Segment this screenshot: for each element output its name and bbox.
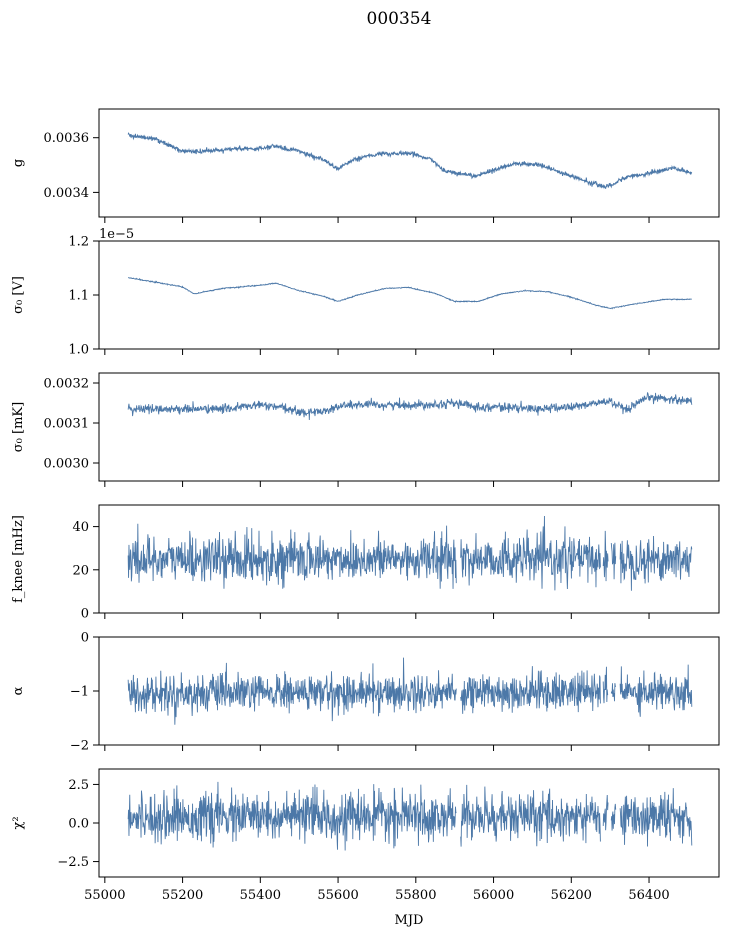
- y-axis-label: g: [11, 159, 26, 167]
- panel-3: 0.0030 0.0031 0.0032 σ₀ [mK]: [11, 372, 720, 487]
- y-tick-label: 0: [81, 631, 89, 646]
- panel-4: 0 20 40 f_knee [mHz]: [11, 504, 720, 622]
- y-tick-label: 0.0031: [44, 417, 90, 432]
- y-tick-label: 1.2: [68, 235, 89, 250]
- y-axis-label: σ₀ [V]: [11, 276, 26, 314]
- x-axis-label: MJD: [395, 913, 424, 928]
- y-axis-label: f_knee [mHz]: [11, 515, 26, 603]
- y-axis-label: σ₀ [mK]: [11, 402, 26, 452]
- x-tick-label: 55000: [84, 888, 125, 903]
- panel-5: −2 −1 0 α: [11, 631, 720, 754]
- series-line-panel-5: [127, 657, 693, 725]
- series-line-panel-6: [127, 781, 693, 851]
- y-offset-text: 1e−5: [99, 227, 134, 242]
- y-tick-label: 0.0034: [44, 186, 90, 201]
- series-line-panel-1: [127, 132, 693, 190]
- panel-6: −2.5 0.0 2.5 55000 55200 55400 55600 55800 56000…: [11, 768, 720, 903]
- y-tick-label: 1.0: [68, 343, 89, 358]
- y-tick-label: 0.0036: [44, 131, 90, 146]
- y-tick-label: 0.0032: [44, 377, 90, 392]
- y-tick-label: 40: [72, 520, 89, 535]
- figure-title: 000354: [367, 9, 432, 29]
- series-line-panel-4: [127, 516, 693, 591]
- x-tick-label: 56400: [628, 888, 669, 903]
- y-tick-label: −2.5: [57, 855, 89, 870]
- panel-1: 0.0034 0.0036 g: [11, 108, 720, 223]
- axes-frame: [98, 240, 720, 350]
- y-axis-label: χ²: [11, 816, 26, 829]
- y-tick-label: 1.1: [68, 289, 89, 304]
- series-line-panel-3: [127, 392, 693, 421]
- axes-frame: [98, 504, 720, 614]
- x-tick-label: 56000: [473, 888, 514, 903]
- y-tick-label: 2.5: [68, 778, 89, 793]
- x-tick-label: 56200: [551, 888, 592, 903]
- axes-frame: [98, 108, 720, 218]
- y-tick-label: 20: [72, 563, 89, 578]
- y-tick-label: 0.0030: [44, 457, 90, 472]
- panel-2: 1.0 1.1 1.2 σ₀ [V] 1e−5: [11, 227, 720, 358]
- y-tick-label: 0: [81, 607, 89, 622]
- y-tick-label: −2: [70, 739, 89, 754]
- x-tick-label: 55600: [317, 888, 358, 903]
- series-line-panel-2: [127, 277, 692, 310]
- y-axis-label: α: [11, 686, 26, 695]
- axes-frame: [98, 372, 720, 482]
- x-tick-label: 55800: [395, 888, 436, 903]
- y-tick-label: −1: [70, 685, 89, 700]
- x-tick-label: 55400: [240, 888, 281, 903]
- x-tick-label: 55200: [162, 888, 203, 903]
- y-tick-label: 0.0: [68, 817, 89, 832]
